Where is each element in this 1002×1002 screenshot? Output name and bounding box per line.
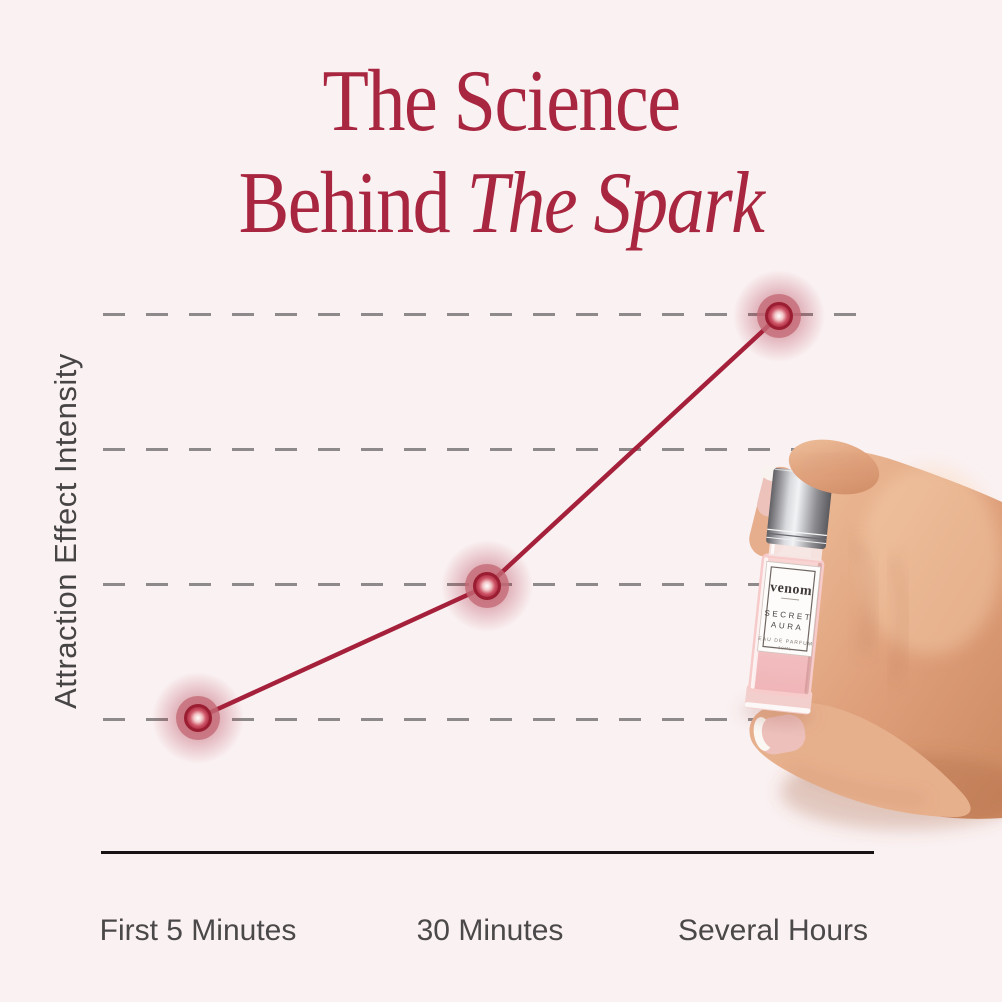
page-title-line1: The Science [0, 50, 1002, 152]
title-text-line2-regular: Behind [238, 154, 467, 253]
x-label-first-5-minutes: First 5 Minutes [99, 914, 297, 947]
page-title: The Science Behind The Spark [0, 50, 1002, 255]
x-label-several-hours: Several Hours [677, 914, 869, 947]
knuckle-crease [852, 538, 874, 654]
hand-highlight [858, 465, 1002, 655]
gridline-level-1 [103, 718, 874, 721]
thumb [749, 702, 971, 817]
cap-ring [766, 536, 827, 544]
point-core [473, 572, 501, 600]
label-border [762, 566, 816, 652]
data-point-several-hours [733, 270, 825, 362]
neck-shine [770, 543, 775, 555]
thumb-nail-bed [761, 717, 785, 749]
knuckle-crease [889, 556, 907, 684]
product-type: EAU DE PARFUM [758, 636, 813, 648]
cap-ring [767, 528, 828, 537]
gridline-level-4 [103, 313, 874, 316]
index-finger-crease [798, 457, 863, 472]
title-text-line1: The Science [322, 52, 681, 150]
bottle-base-edge [744, 702, 811, 714]
product-size: 10ML [778, 645, 792, 651]
perfume-bottle: venom SECRET AURA EAU DE PARFUM 10ML [741, 467, 834, 723]
brand-tagline-microtext [781, 597, 800, 601]
gridline-level-3 [103, 448, 874, 451]
cap-ring [766, 532, 827, 541]
point-core [765, 302, 793, 330]
index-finger-pad [788, 439, 880, 495]
point-core [184, 704, 212, 732]
thumb-crease [788, 767, 926, 803]
title-text-line2-italic: The Spark [466, 154, 765, 253]
product-name-line2: AURA [771, 620, 804, 632]
x-axis-line [101, 851, 874, 854]
data-point-first-5-minutes [152, 672, 244, 764]
brand-name: venom [769, 580, 813, 599]
index-finger [788, 439, 880, 495]
data-point-30-minutes [441, 540, 533, 632]
page-title-line2: Behind The Spark [0, 152, 1002, 254]
x-label-30-minutes: 30 Minutes [416, 914, 564, 947]
bottle-label [757, 560, 822, 657]
